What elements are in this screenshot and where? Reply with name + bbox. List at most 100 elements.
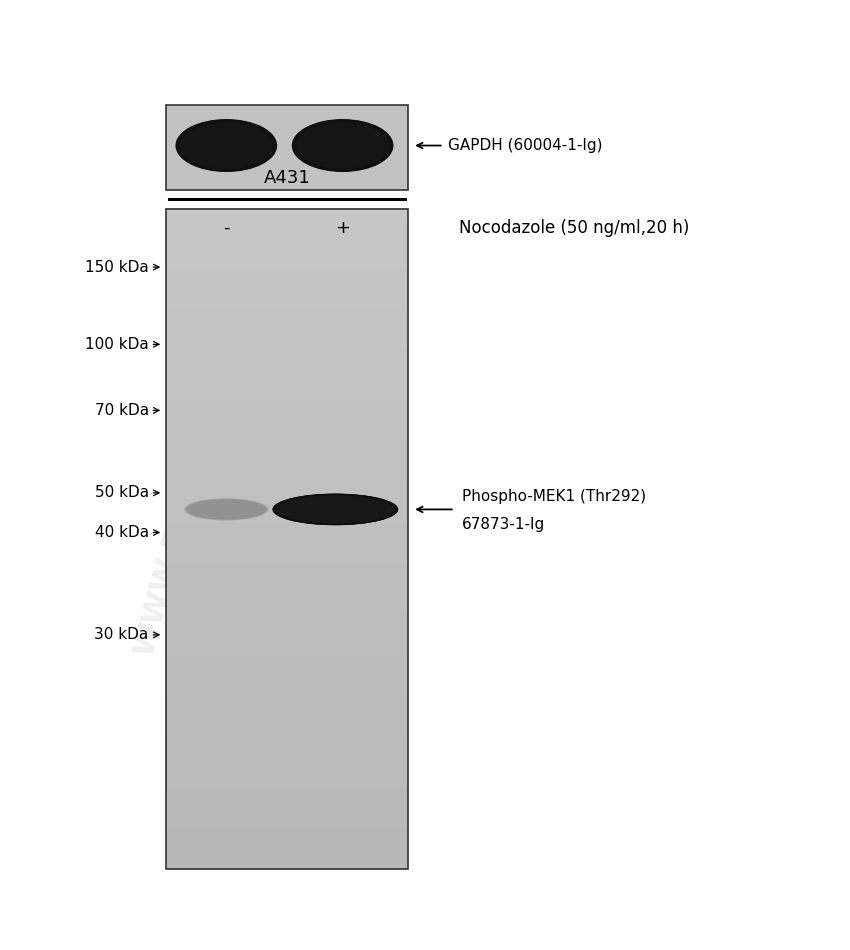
Ellipse shape	[275, 495, 396, 524]
Ellipse shape	[178, 122, 275, 170]
Ellipse shape	[275, 494, 396, 524]
Ellipse shape	[275, 495, 395, 524]
Bar	[166, 745, 408, 753]
Text: WWW.PTGLAB.COM: WWW.PTGLAB.COM	[130, 329, 244, 659]
Bar	[166, 538, 408, 547]
Bar	[166, 604, 408, 614]
Bar	[166, 217, 408, 225]
Text: 67873-1-Ig: 67873-1-Ig	[462, 517, 545, 532]
Bar	[166, 761, 408, 770]
Bar	[166, 275, 408, 283]
Ellipse shape	[183, 124, 270, 167]
Ellipse shape	[295, 122, 390, 170]
Ellipse shape	[179, 122, 273, 169]
Bar	[166, 777, 408, 787]
Ellipse shape	[293, 120, 392, 171]
Ellipse shape	[299, 124, 386, 166]
Bar	[166, 802, 408, 811]
Bar	[166, 620, 408, 630]
Bar	[166, 852, 408, 861]
Ellipse shape	[292, 119, 394, 172]
Ellipse shape	[275, 495, 395, 524]
Ellipse shape	[276, 495, 394, 523]
Bar	[166, 678, 408, 688]
Text: 30 kDa: 30 kDa	[94, 627, 149, 642]
Ellipse shape	[294, 121, 392, 171]
Ellipse shape	[295, 122, 390, 169]
Bar	[166, 530, 408, 540]
Bar	[166, 464, 408, 473]
Ellipse shape	[184, 499, 269, 521]
Ellipse shape	[176, 120, 277, 172]
Bar	[166, 365, 408, 374]
Bar	[166, 720, 408, 729]
Bar	[166, 637, 408, 646]
Ellipse shape	[274, 494, 397, 524]
Ellipse shape	[185, 499, 268, 520]
Bar	[166, 209, 408, 869]
Bar	[166, 629, 408, 638]
Bar	[166, 447, 408, 457]
Bar	[166, 695, 408, 704]
Bar	[166, 571, 408, 580]
Bar	[166, 860, 408, 869]
Ellipse shape	[273, 494, 398, 525]
Bar	[166, 307, 408, 316]
Bar	[166, 456, 408, 465]
Ellipse shape	[186, 500, 266, 520]
Ellipse shape	[278, 496, 393, 523]
Bar	[166, 662, 408, 671]
Ellipse shape	[276, 495, 394, 523]
Ellipse shape	[275, 495, 395, 524]
Bar	[166, 340, 408, 350]
Ellipse shape	[177, 120, 275, 171]
Bar	[166, 439, 408, 448]
Bar	[166, 324, 408, 332]
Ellipse shape	[179, 122, 274, 169]
Ellipse shape	[292, 120, 393, 171]
Bar	[166, 423, 408, 432]
Bar	[166, 472, 408, 482]
Ellipse shape	[182, 124, 270, 167]
Bar	[166, 241, 408, 250]
Bar	[166, 728, 408, 737]
Bar	[166, 224, 408, 234]
Ellipse shape	[187, 500, 266, 520]
Ellipse shape	[298, 124, 387, 167]
Bar	[166, 588, 408, 597]
Bar	[166, 522, 408, 531]
Ellipse shape	[183, 124, 269, 166]
Ellipse shape	[178, 121, 275, 171]
Bar	[166, 645, 408, 655]
Ellipse shape	[279, 496, 392, 522]
Bar	[166, 104, 408, 190]
Ellipse shape	[297, 123, 389, 169]
Ellipse shape	[296, 122, 389, 169]
Bar	[166, 481, 408, 489]
Ellipse shape	[184, 499, 268, 521]
Ellipse shape	[180, 123, 273, 169]
Bar	[166, 752, 408, 762]
Bar	[166, 332, 408, 341]
Text: 50 kDa: 50 kDa	[94, 485, 149, 501]
Ellipse shape	[278, 496, 393, 523]
Ellipse shape	[178, 121, 275, 170]
Bar	[166, 233, 408, 242]
Bar	[166, 654, 408, 663]
Bar	[166, 299, 408, 308]
Text: 70 kDa: 70 kDa	[94, 403, 149, 418]
Ellipse shape	[181, 124, 272, 168]
Ellipse shape	[279, 496, 392, 523]
Bar	[166, 282, 408, 292]
Ellipse shape	[184, 124, 269, 166]
Bar	[166, 580, 408, 589]
Bar	[166, 736, 408, 746]
Text: Phospho-MEK1 (Thr292): Phospho-MEK1 (Thr292)	[462, 488, 646, 504]
Ellipse shape	[175, 119, 277, 172]
Ellipse shape	[273, 494, 398, 525]
Text: GAPDH (60004-1-Ig): GAPDH (60004-1-Ig)	[448, 138, 603, 153]
Bar	[166, 513, 408, 522]
Bar	[166, 671, 408, 679]
Bar	[166, 414, 408, 424]
Ellipse shape	[272, 494, 399, 525]
